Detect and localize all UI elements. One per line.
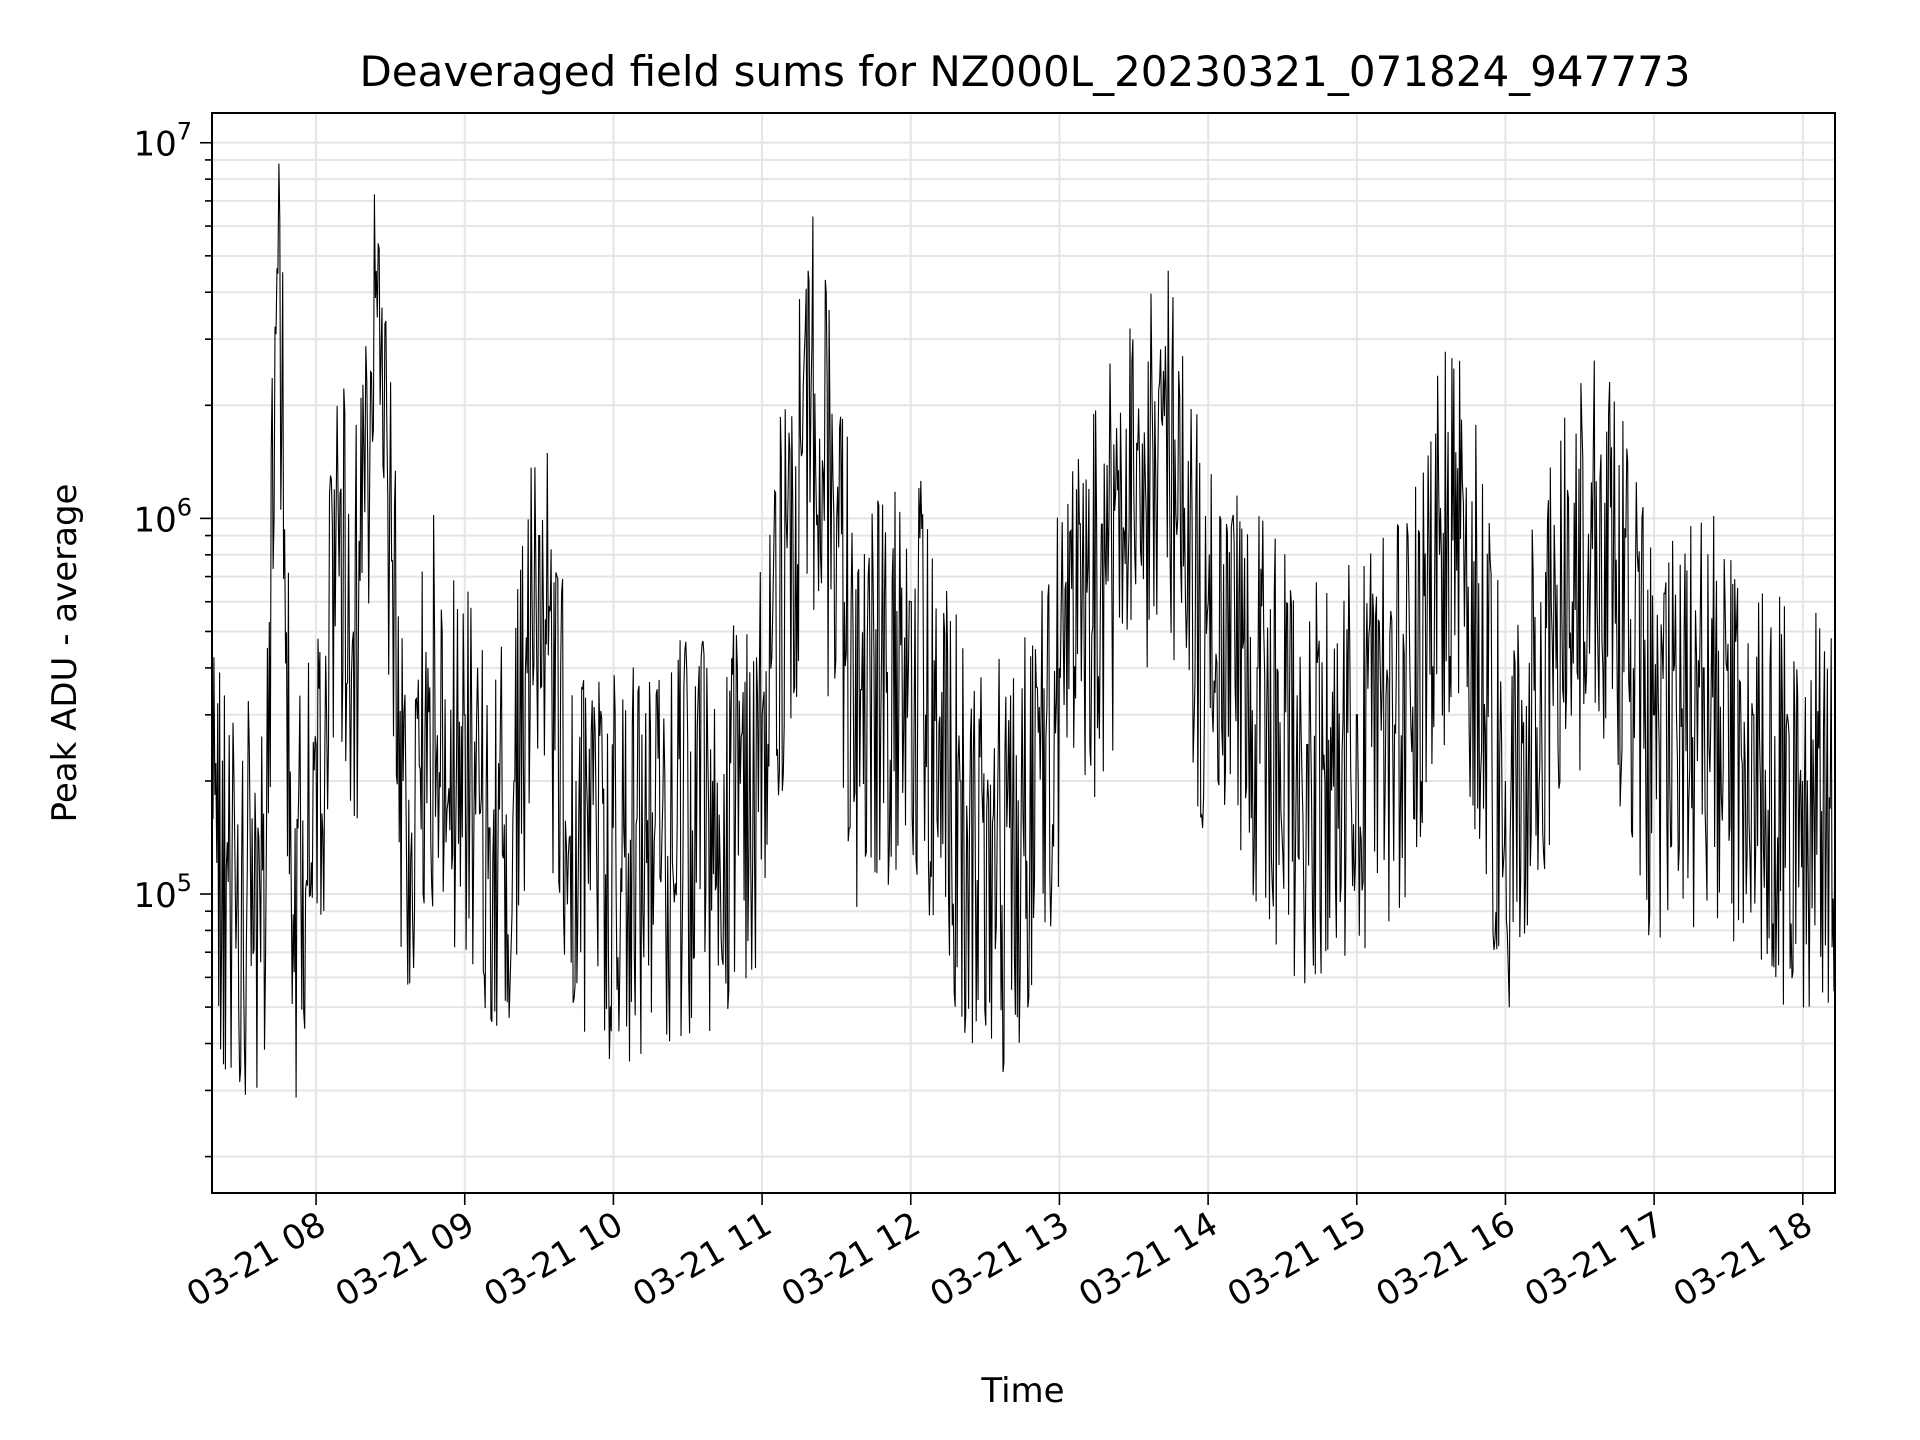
y-tick-label: 105: [133, 869, 192, 916]
chart-title: Deaveraged field sums for NZ000L_2023032…: [359, 47, 1690, 96]
grid: [212, 113, 1835, 1193]
axes-frame: [211, 112, 1836, 1194]
y-tick-label: 106: [133, 493, 192, 540]
y-axis-label: Peak ADU - average: [45, 484, 85, 823]
y-tick-label: 107: [133, 118, 192, 165]
x-axis-label: Time: [980, 1371, 1064, 1411]
plot-area: [211, 163, 1836, 1098]
series-line: [211, 163, 1836, 1098]
